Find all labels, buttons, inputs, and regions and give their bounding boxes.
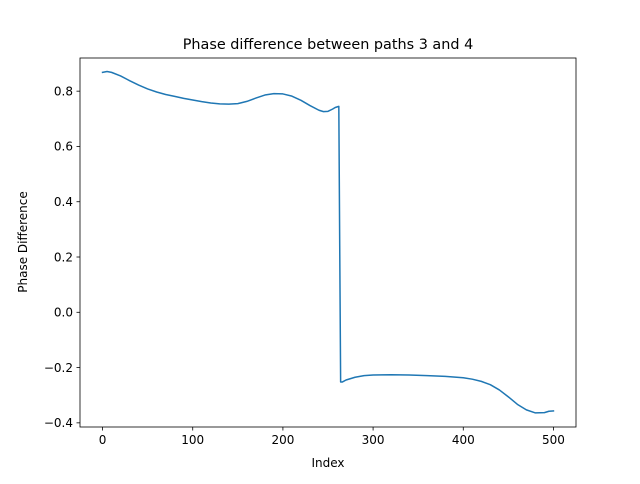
x-tick-label: 100 — [181, 433, 204, 447]
x-axis-label: Index — [311, 456, 344, 470]
chart-title: Phase difference between paths 3 and 4 — [183, 37, 473, 53]
y-axis-label-group: Phase Difference — [16, 191, 30, 293]
x-tick-label: 0 — [99, 433, 107, 447]
y-tick-label: 0.6 — [54, 140, 73, 154]
y-tick-label: 0.0 — [54, 306, 73, 320]
y-tick-label: 0.4 — [54, 195, 73, 209]
y-tick-label: 0.2 — [54, 250, 73, 264]
y-tick-label: −0.4 — [44, 416, 73, 430]
x-tick-label: 200 — [271, 433, 294, 447]
x-tick-label: 400 — [452, 433, 475, 447]
plot-area: 0 100 200 300 400 500 −0.4 −0.2 0.0 0.2 0.4 0.6 0.8 — [44, 57, 577, 447]
axes-frame — [79, 57, 577, 428]
x-tick-label: 300 — [362, 433, 385, 447]
series-line-1 — [101, 70, 555, 414]
y-tick-label: 0.8 — [54, 84, 73, 98]
x-tick-label: 500 — [542, 433, 565, 447]
y-tick-label: −0.2 — [44, 361, 73, 375]
y-axis-label: Phase Difference — [16, 191, 30, 293]
